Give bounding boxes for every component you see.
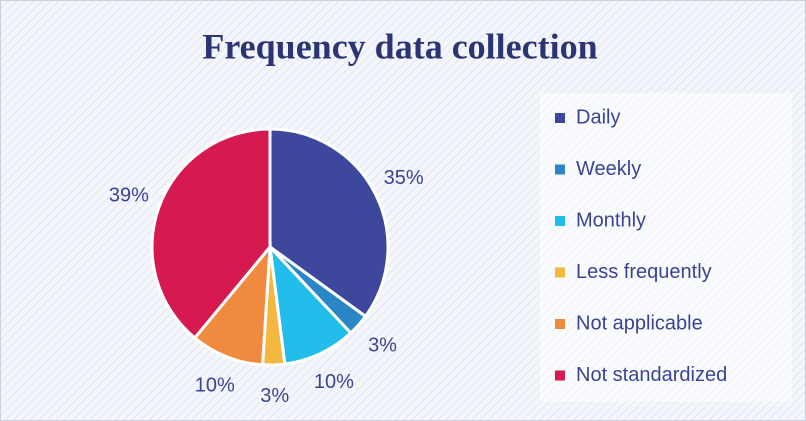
legend-swatch xyxy=(555,267,565,278)
pie-slice xyxy=(268,127,390,319)
data-label: 35% xyxy=(384,167,424,189)
legend-label: Not standardized xyxy=(576,364,727,386)
data-label: 39% xyxy=(109,184,149,206)
data-label: 3% xyxy=(368,334,397,356)
legend-swatch xyxy=(555,113,565,123)
chart-title: Frequency data collection xyxy=(202,26,597,66)
legend-box xyxy=(540,93,792,401)
legend-label: Monthly xyxy=(576,209,646,231)
data-label: 3% xyxy=(260,385,289,407)
legend-label: Less frequently xyxy=(576,261,712,283)
legend-swatch xyxy=(555,319,565,329)
pie-slice xyxy=(150,127,272,341)
data-label: 10% xyxy=(195,375,235,397)
data-label: 10% xyxy=(314,371,354,393)
legend-swatch xyxy=(555,164,565,175)
legend-swatch xyxy=(555,216,565,226)
legend-label: Not applicable xyxy=(576,312,703,334)
legend-swatch xyxy=(555,370,565,381)
legend-label: Weekly xyxy=(576,158,641,180)
legend-label: Daily xyxy=(576,106,620,128)
